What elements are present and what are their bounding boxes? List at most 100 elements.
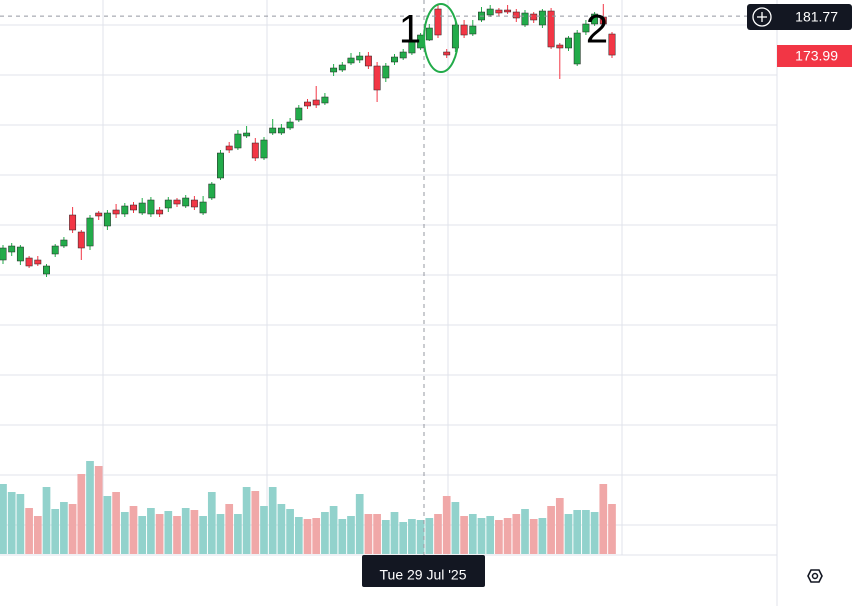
volume-bar [207, 492, 216, 554]
candle-body [321, 96, 329, 104]
volume-bar [7, 492, 16, 554]
candle-body [190, 199, 198, 208]
volume-bar [555, 498, 564, 554]
candle-body [286, 121, 294, 129]
candle-body [356, 55, 364, 61]
candle-body [251, 142, 259, 159]
volume-bar [608, 504, 616, 554]
volume-bar [381, 520, 390, 554]
highlight-ellipse [423, 3, 459, 73]
candle-body [573, 32, 581, 65]
candle-body [338, 64, 346, 71]
crosshair-price-badge: 181.77 [747, 4, 852, 30]
candle-body [147, 199, 155, 215]
candle-body [0, 247, 7, 261]
volume-bar [399, 522, 408, 554]
candle-body [382, 65, 390, 79]
volume-bar [86, 461, 94, 554]
candle-body [538, 10, 546, 26]
candle-body [460, 24, 468, 36]
candle-body [130, 204, 137, 211]
volume-bar [486, 516, 495, 554]
last-price-badge: 173.99 [777, 45, 852, 67]
volume-bar [199, 516, 207, 554]
candle-body [495, 9, 503, 14]
candle-body [556, 44, 564, 49]
volume-bar [564, 514, 573, 554]
volume-bar [512, 514, 521, 554]
volume-bar [521, 509, 529, 554]
volume-bar [286, 509, 294, 554]
candle-body [260, 139, 268, 159]
candle-body [530, 13, 538, 21]
volume-bar [599, 484, 608, 554]
volume-bar [538, 518, 547, 554]
candle-body [312, 99, 320, 106]
volume-bar [60, 502, 68, 554]
candle-body [69, 214, 77, 231]
volume-bar [338, 519, 347, 554]
volume-bar [468, 514, 477, 554]
volume-bar [181, 508, 190, 554]
candle-body [156, 209, 164, 215]
settings-icon[interactable] [807, 569, 823, 583]
volume-bar [355, 494, 364, 554]
volume-bar [347, 516, 355, 554]
candle-body [330, 67, 338, 73]
candle-body [182, 197, 190, 207]
candle-body [138, 202, 146, 214]
candle-body [225, 145, 233, 151]
volume-bar [129, 506, 138, 554]
candle-layer [0, 4, 616, 277]
candle-body [103, 212, 111, 227]
volume-bar [329, 506, 338, 554]
volume-bar [416, 520, 425, 554]
candle-body [347, 57, 355, 64]
volume-bar [251, 491, 260, 554]
candle-body [599, 16, 607, 25]
candle-body [269, 127, 277, 134]
annotation: 2 [586, 8, 608, 52]
volume-bar [242, 487, 251, 554]
candle-body [86, 217, 94, 247]
volume-bar [495, 520, 503, 554]
candle-body [504, 9, 512, 13]
annotation: 1 [399, 8, 421, 52]
volume-bar [216, 514, 225, 554]
volume-bar [51, 509, 60, 554]
volume-bar [425, 518, 434, 554]
volume-bar [155, 514, 164, 554]
volume-bar [112, 492, 120, 554]
candle-body [591, 13, 599, 25]
volume-bar [434, 514, 442, 554]
volume-layer [0, 461, 616, 554]
volume-bar [190, 510, 199, 554]
candle-body [565, 37, 572, 49]
candle-body [547, 10, 555, 48]
crosshair-price: 181.77 [795, 9, 838, 25]
candle-body [60, 239, 68, 247]
last-price: 173.99 [795, 48, 838, 64]
volume-bar [364, 514, 373, 554]
candle-body [425, 27, 433, 41]
volume-bar [77, 474, 86, 554]
candle-body [608, 33, 616, 56]
candle-body [217, 152, 224, 179]
volume-bar [373, 514, 381, 554]
candle-body [521, 12, 529, 26]
volume-bar [120, 512, 129, 554]
candle-body [434, 8, 442, 36]
volume-bar [225, 504, 234, 554]
volume-bar [94, 466, 103, 554]
candle-body [243, 132, 251, 137]
candle-body [391, 56, 398, 63]
crosshair-date-badge: Tue 29 Jul '25 [362, 555, 485, 587]
candle-body [121, 205, 129, 215]
volume-bar [294, 517, 303, 554]
volume-bar [33, 516, 42, 554]
volume-bar [460, 516, 468, 554]
volume-bar [390, 512, 399, 554]
volume-bar [173, 516, 181, 554]
volume-bar [303, 519, 312, 554]
